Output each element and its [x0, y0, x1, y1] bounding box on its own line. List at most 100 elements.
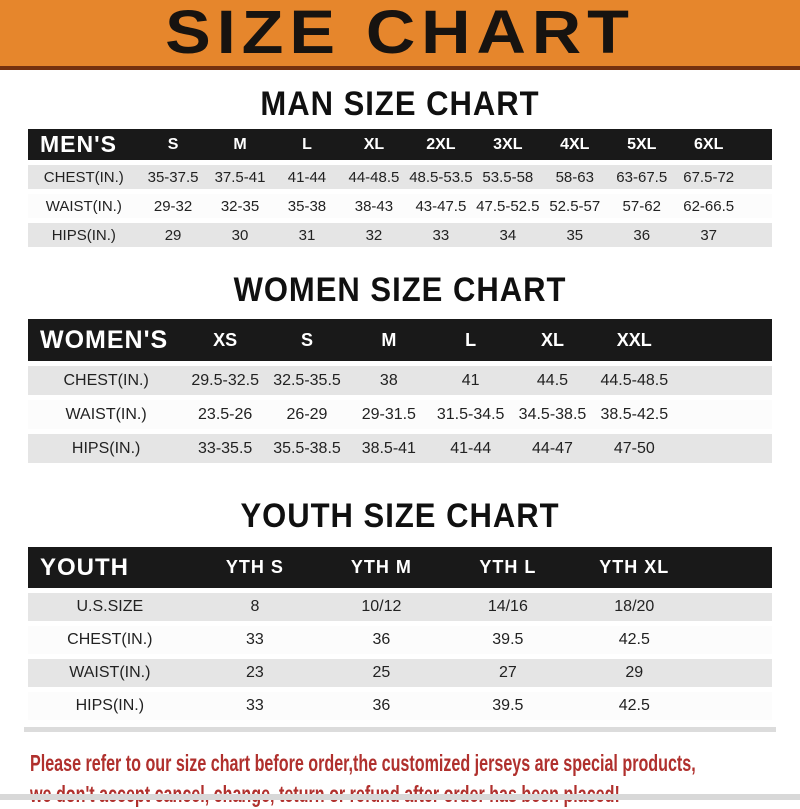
disclaimer-line-1: Please refer to our size chart before or…: [30, 750, 696, 776]
size-cell: 33-35.5: [184, 434, 267, 463]
youth-header-cell: YTH M: [318, 547, 445, 588]
size-cell: 47.5-52.5: [474, 194, 542, 218]
spacer-cell: [697, 626, 772, 654]
size-cell: 37: [675, 223, 743, 247]
size-cell: 32.5-35.5: [266, 366, 348, 395]
banner: SIZE CHART: [0, 0, 800, 70]
size-cell: 36: [318, 626, 445, 654]
men-header-cell: 6XL: [675, 129, 743, 160]
women-header-cell: XXL: [593, 319, 676, 361]
spacer-cell: [742, 194, 772, 218]
spacer-cell: [742, 223, 772, 247]
women-hips-row: HIPS(IN.) 33-35.5 35.5-38.5 38.5-41 41-4…: [28, 434, 772, 463]
women-chest-row: CHEST(IN.) 29.5-32.5 32.5-35.5 38 41 44.…: [28, 366, 772, 395]
spacer-cell: [742, 165, 772, 189]
youth-size-table: YOUTH YTH S YTH M YTH L YTH XL U.S.SIZE …: [28, 542, 772, 725]
size-cell: 38: [347, 366, 430, 395]
men-section-title: MAN SIZE CHART: [260, 84, 540, 123]
size-cell: 27: [444, 659, 572, 687]
women-section-title: WOMEN SIZE CHART: [233, 270, 567, 309]
men-header-cell: 3XL: [474, 129, 542, 160]
men-header-cell: XL: [340, 129, 408, 160]
size-cell: 10/12: [318, 593, 445, 621]
size-cell: 33: [191, 692, 319, 720]
size-cell: 34.5-38.5: [511, 400, 594, 429]
women-header-cell: XS: [184, 319, 267, 361]
men-header-cell: L: [273, 129, 341, 160]
spacer-cell: [675, 366, 772, 395]
size-cell: 42.5: [571, 626, 698, 654]
size-cell: 35-38: [273, 194, 341, 218]
size-cell: 30: [206, 223, 274, 247]
size-cell: 44-47: [511, 434, 594, 463]
size-cell: 23.5-26: [184, 400, 267, 429]
women-header-cell: XL: [511, 319, 594, 361]
size-cell: 39.5: [444, 626, 572, 654]
women-header-row: WOMEN'S XS S M L XL XXL: [28, 319, 772, 361]
size-cell: 38.5-41: [347, 434, 430, 463]
size-cell: 34: [474, 223, 542, 247]
youth-table-bottom-divider: [24, 727, 776, 732]
spacer-cell: [697, 692, 772, 720]
youth-header-cell: YTH XL: [571, 547, 698, 588]
size-cell: 8: [191, 593, 319, 621]
men-size-table: MEN'S S M L XL 2XL 3XL 4XL 5XL 6XL CHEST…: [28, 124, 772, 252]
size-cell: 29-31.5: [347, 400, 430, 429]
women-header-label: WOMEN'S: [28, 319, 185, 361]
spacer-cell: [675, 434, 772, 463]
row-label: WAIST(IN.): [28, 400, 185, 429]
men-chest-row: CHEST(IN.) 35-37.5 37.5-41 41-44 44-48.5…: [28, 165, 772, 189]
row-label: HIPS(IN.): [28, 223, 140, 247]
size-cell: 44.5-48.5: [593, 366, 676, 395]
size-cell: 35: [541, 223, 609, 247]
size-cell: 25: [318, 659, 445, 687]
size-cell: 38.5-42.5: [593, 400, 676, 429]
men-header-row: MEN'S S M L XL 2XL 3XL 4XL 5XL 6XL: [28, 129, 772, 160]
spacer-cell: [675, 400, 772, 429]
row-label: CHEST(IN.): [28, 366, 185, 395]
youth-section-title: YOUTH SIZE CHART: [240, 496, 560, 535]
women-waist-row: WAIST(IN.) 23.5-26 26-29 29-31.5 31.5-34…: [28, 400, 772, 429]
youth-header-cell: YTH L: [444, 547, 572, 588]
youth-hips-row: HIPS(IN.) 33 36 39.5 42.5: [28, 692, 772, 720]
size-cell: 38-43: [340, 194, 408, 218]
youth-section: YOUTH SIZE CHART YOUTH YTH S YTH M YTH L…: [0, 496, 800, 732]
size-cell: 29: [571, 659, 698, 687]
women-section: WOMEN SIZE CHART WOMEN'S XS S M L XL XXL: [0, 270, 800, 468]
size-cell: 31.5-34.5: [429, 400, 512, 429]
youth-waist-row: WAIST(IN.) 23 25 27 29: [28, 659, 772, 687]
youth-header-row: YOUTH YTH S YTH M YTH L YTH XL: [28, 547, 772, 588]
size-cell: 31: [273, 223, 341, 247]
size-cell: 58-63: [541, 165, 609, 189]
youth-header-label: YOUTH: [28, 547, 192, 588]
size-cell: 39.5: [444, 692, 572, 720]
size-cell: 63-67.5: [608, 165, 676, 189]
size-cell: 33: [407, 223, 475, 247]
spacer-cell: [742, 129, 772, 160]
row-label: CHEST(IN.): [28, 165, 140, 189]
size-cell: 44.5: [511, 366, 594, 395]
size-cell: 36: [608, 223, 676, 247]
spacer-cell: [675, 319, 772, 361]
spacer-cell: [697, 547, 772, 588]
spacer-cell: [697, 593, 772, 621]
youth-header-cell: YTH S: [191, 547, 319, 588]
spacer-cell: [697, 659, 772, 687]
row-label: WAIST(IN.): [28, 194, 140, 218]
size-cell: 41-44: [273, 165, 341, 189]
size-cell: 41-44: [429, 434, 512, 463]
size-cell: 29-32: [139, 194, 207, 218]
size-cell: 18/20: [571, 593, 698, 621]
size-cell: 33: [191, 626, 319, 654]
size-cell: 32: [340, 223, 408, 247]
bottom-edge-strip: [0, 794, 800, 800]
row-label: WAIST(IN.): [28, 659, 192, 687]
youth-ussize-row: U.S.SIZE 8 10/12 14/16 18/20: [28, 593, 772, 621]
size-cell: 37.5-41: [206, 165, 274, 189]
row-label: HIPS(IN.): [28, 692, 192, 720]
size-cell: 42.5: [571, 692, 698, 720]
size-cell: 23: [191, 659, 319, 687]
size-cell: 62-66.5: [675, 194, 743, 218]
men-hips-row: HIPS(IN.) 29 30 31 32 33 34 35 36 37: [28, 223, 772, 247]
row-label: CHEST(IN.): [28, 626, 192, 654]
